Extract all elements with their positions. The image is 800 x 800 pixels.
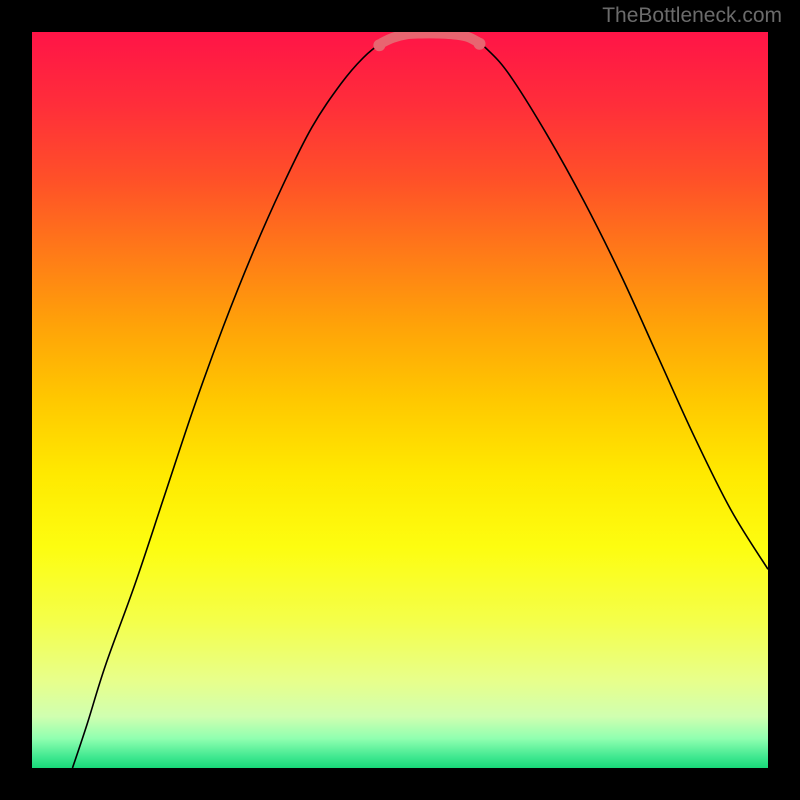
chart-svg [32, 32, 768, 768]
chart-background [32, 32, 768, 768]
bottleneck-chart [32, 32, 768, 768]
watermark-text: TheBottleneck.com [602, 4, 782, 28]
